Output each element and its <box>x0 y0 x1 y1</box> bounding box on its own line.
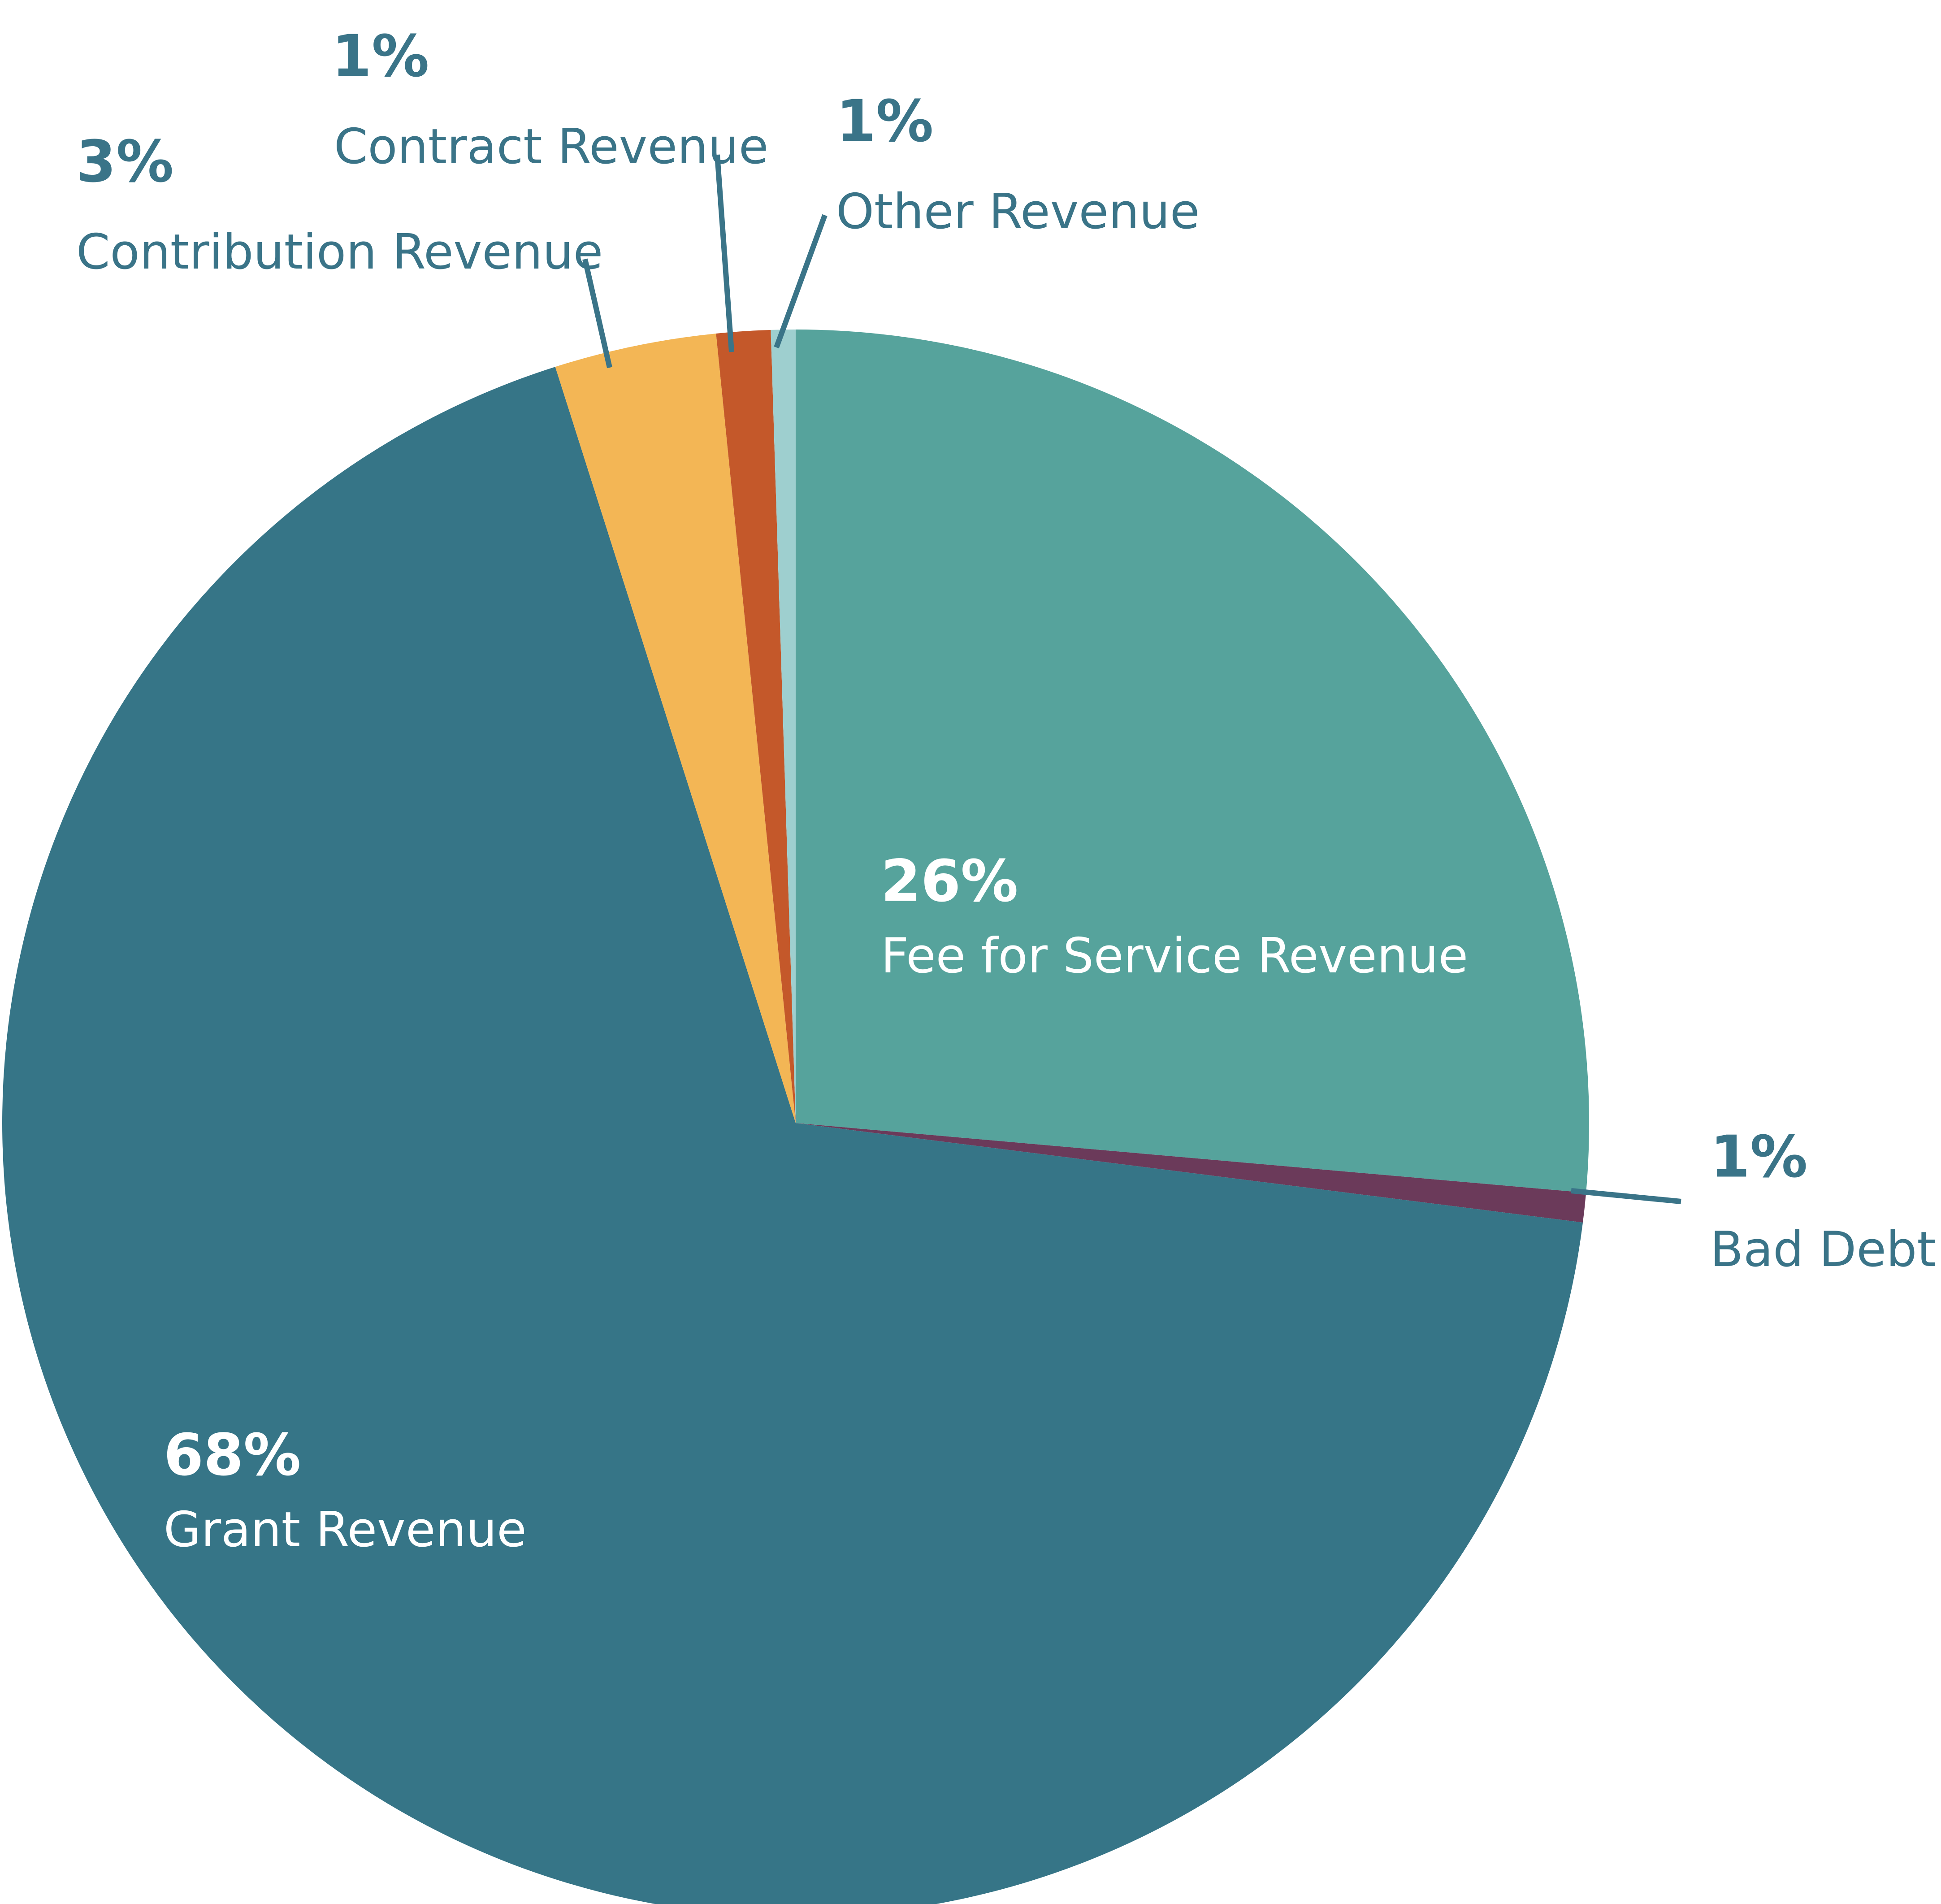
slice-percent-bad-debt: 1% <box>1710 1123 1807 1190</box>
slice-percent-contribution-revenue: 3% <box>76 128 173 195</box>
leader-line-bad-debt <box>1571 1188 1681 1204</box>
slice-label-fee-for-service-revenue: Fee for Service Revenue <box>881 928 1468 984</box>
pie-slice-bad-debt <box>796 1123 1586 1223</box>
slice-percent-fee-for-service-revenue: 26% <box>881 848 1018 915</box>
leader-line-contribution-revenue <box>582 258 612 369</box>
pie-slice-grant-revenue <box>2 367 1583 1904</box>
leader-lines <box>582 154 1681 1204</box>
pie-slice-other-revenue <box>771 330 796 1123</box>
leader-line-other-revenue <box>774 214 828 349</box>
slice-label-grant-revenue: Grant Revenue <box>164 1502 527 1558</box>
slice-percent-grant-revenue: 68% <box>164 1422 301 1488</box>
slice-label-bad-debt: Bad Debt <box>1710 1222 1936 1278</box>
slice-label-contribution-revenue: Contribution Revenue <box>76 224 603 280</box>
slice-label-other-revenue: Other Revenue <box>836 184 1200 240</box>
slice-percent-other-revenue: 1% <box>836 88 933 155</box>
pie-slice-contribution-revenue <box>555 333 796 1123</box>
slice-labels: 26% Fee for Service Revenue 1% Bad Debt 68% G… <box>76 23 1936 1558</box>
slice-label-contract-revenue: Contract Revenue <box>334 119 768 175</box>
pie-slice-fee-for-service-revenue <box>796 330 1590 1193</box>
slice-percent-contract-revenue: 1% <box>332 23 429 90</box>
pie-slices <box>2 330 1590 1904</box>
pie-slice-contract-revenue <box>716 330 796 1123</box>
leader-line-contract-revenue <box>715 154 734 352</box>
